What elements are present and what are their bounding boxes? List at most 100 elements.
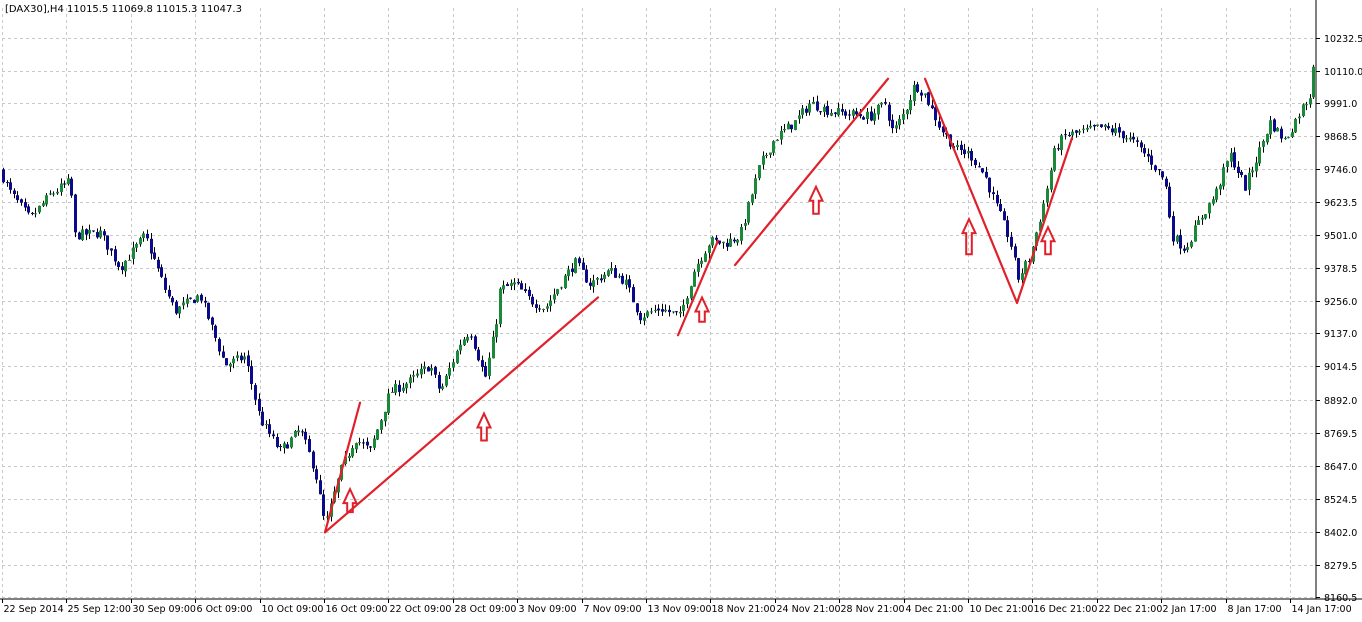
x-tick-label: 8 Jan 17:00 [1228, 604, 1282, 615]
candle-up [56, 191, 59, 194]
candle-up [1248, 172, 1251, 190]
candle-down [805, 108, 808, 113]
candle-down [992, 192, 995, 195]
candle-up [452, 362, 455, 368]
candle-up [466, 336, 469, 341]
candle-up [830, 112, 833, 116]
candle-up [358, 442, 361, 444]
y-tick-label: 9014.5 [1324, 362, 1357, 373]
candle-up [560, 287, 563, 289]
candle-down [891, 119, 894, 129]
candle-up [128, 259, 131, 261]
candle-down [312, 451, 315, 469]
candle-down [1143, 148, 1146, 154]
x-tick-label: 22 Oct 09:00 [390, 604, 452, 615]
candle-up [967, 151, 970, 154]
candle-down [834, 112, 837, 114]
candle-up [34, 213, 37, 215]
candle-up [762, 155, 765, 165]
candle-down [1028, 261, 1031, 263]
candle-up [1024, 261, 1027, 275]
candle-up [643, 317, 646, 321]
candle-down [978, 166, 981, 168]
candle-up [1129, 137, 1132, 140]
candle-down [20, 199, 23, 203]
candle-up [1176, 235, 1179, 242]
candle-up [895, 125, 898, 129]
candle-down [92, 230, 95, 232]
x-tick-label: 13 Nov 09:00 [648, 604, 712, 615]
candle-down [816, 101, 819, 111]
candle-up [42, 203, 45, 206]
candle-down [571, 268, 574, 272]
candle-up [823, 106, 826, 112]
candle-down [225, 358, 228, 366]
candle-down [1003, 211, 1006, 221]
candle-up [229, 363, 232, 367]
y-tick-label: 9746.0 [1324, 165, 1357, 176]
candle-up [402, 387, 405, 391]
candle-down [726, 242, 729, 247]
up-arrow-icon [807, 184, 825, 215]
candle-up [1219, 185, 1222, 190]
candle-up [610, 267, 613, 271]
candle-up [664, 309, 667, 312]
candle-down [27, 206, 30, 213]
candle-up [744, 223, 747, 226]
candle-up [502, 285, 505, 290]
candle-up [1053, 148, 1056, 171]
x-tick-label: 24 Nov 21:00 [777, 604, 841, 615]
candle-up [1284, 138, 1287, 140]
y-tick-label: 9256.0 [1324, 297, 1357, 308]
candle-down [85, 229, 88, 235]
candle-down [438, 374, 441, 389]
candle-up [38, 205, 41, 213]
candle-down [31, 212, 34, 214]
candle-up [459, 344, 462, 351]
x-tick-label: 16 Dec 21:00 [1034, 604, 1098, 615]
candle-down [279, 446, 282, 448]
candle-up [1287, 137, 1290, 139]
candle-down [1244, 175, 1247, 191]
candle-up [1258, 147, 1261, 164]
candle-down [319, 480, 322, 495]
candle-down [1111, 128, 1114, 133]
candle-up [754, 178, 757, 195]
candle-down [578, 258, 581, 264]
candle-down [996, 194, 999, 204]
candle-up [650, 311, 653, 313]
candle-up [510, 283, 513, 286]
candle-down [1168, 186, 1171, 218]
candle-down [74, 194, 77, 233]
candle-up [456, 350, 459, 364]
x-tick-label: 14 Jan 17:00 [1292, 604, 1352, 615]
candle-up [1039, 221, 1042, 232]
trend-line [323, 296, 600, 534]
candle-up [178, 306, 181, 314]
candle-down [1172, 216, 1175, 242]
candle-up [747, 202, 750, 223]
candle-down [520, 283, 523, 290]
candle-up [182, 302, 185, 306]
candle-down [366, 441, 369, 446]
annotation-layer [323, 77, 1074, 534]
candle-up [1071, 131, 1074, 136]
candle-up [1042, 203, 1045, 222]
candle-down [1183, 248, 1186, 251]
candle-up [654, 309, 657, 311]
candle-down [434, 367, 437, 375]
y-tick-label: 9991.0 [1324, 99, 1357, 110]
candle-up [297, 430, 300, 433]
x-tick-label: 3 Nov 09:00 [519, 604, 577, 615]
candle-down [963, 149, 966, 155]
candle-up [873, 113, 876, 121]
candle-up [420, 368, 423, 375]
candle-up [765, 154, 768, 156]
candle-down [481, 360, 484, 367]
candle-down [322, 494, 325, 516]
candle-up [1266, 133, 1269, 143]
candle-down [1165, 178, 1168, 187]
candle-down [153, 252, 156, 259]
candle-down [240, 355, 243, 361]
candle-down [484, 365, 487, 377]
